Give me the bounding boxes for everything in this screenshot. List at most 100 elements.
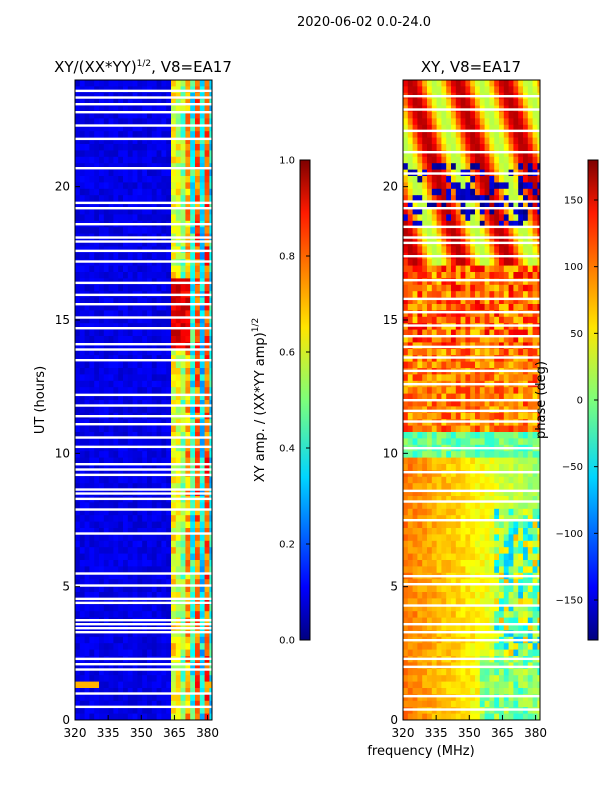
heatmap-cell [132, 451, 138, 458]
heatmap-cell [446, 86, 452, 94]
heatmap-cell [147, 361, 153, 369]
heatmap-cell [209, 649, 212, 657]
heatmap-cell [171, 380, 177, 388]
x-tick-label: 335 [97, 726, 120, 740]
heatmap-cell [436, 425, 442, 433]
heatmap-cell [503, 502, 509, 510]
heatmap-cell [171, 432, 177, 439]
heatmap-cell [451, 259, 457, 266]
heatmap-cell [185, 156, 191, 164]
heatmap-cell [204, 668, 210, 676]
heatmap-cell [484, 278, 490, 286]
heatmap-cell [523, 131, 529, 138]
heatmap-cell [484, 310, 490, 318]
heatmap-cell [195, 380, 201, 388]
heatmap-cell [431, 86, 437, 94]
heatmap-cell [204, 649, 210, 657]
heatmap-cell [166, 169, 172, 177]
heatmap-cell [513, 182, 519, 190]
heatmap-cell [484, 112, 490, 119]
heatmap-cell [137, 713, 143, 720]
heatmap-cell [446, 348, 452, 356]
heatmap-cell [190, 592, 196, 599]
heatmap-cell [99, 118, 105, 126]
heatmap-cell [436, 508, 442, 516]
heatmap-cell [508, 112, 514, 119]
heatmap-cell [180, 444, 186, 452]
heatmap-cell [403, 508, 409, 516]
heatmap-cell [489, 265, 495, 273]
heatmap-cell [460, 227, 466, 234]
heatmap-cell [113, 80, 119, 87]
heatmap-cell [137, 105, 143, 113]
heatmap-cell [455, 195, 461, 202]
heatmap-cell [147, 502, 153, 510]
heatmap-cell [518, 112, 524, 119]
heatmap-cell [427, 438, 433, 446]
heatmap-cell [436, 99, 442, 106]
heatmap-cell [171, 400, 177, 407]
heatmap-cell [417, 496, 423, 503]
heatmap-cell [455, 457, 461, 465]
heatmap-cell [460, 163, 466, 170]
heatmap-cell [195, 713, 201, 720]
heatmap-cell [499, 316, 505, 324]
heatmap-cell [99, 156, 105, 164]
heatmap-cell [103, 240, 109, 247]
heatmap-cell [118, 675, 124, 682]
heatmap-cell [199, 329, 205, 337]
heatmap-cell [431, 502, 437, 510]
heatmap-cell [127, 336, 133, 343]
heatmap-cell [518, 464, 524, 471]
heatmap-cell [441, 284, 447, 292]
heatmap-cell [161, 156, 167, 164]
heatmap-cell [436, 489, 442, 497]
heatmap-cell [479, 502, 485, 510]
heatmap-cell [499, 176, 505, 183]
heatmap-cell [412, 310, 418, 318]
heatmap-cell [151, 355, 157, 362]
heatmap-cell [175, 438, 181, 446]
heatmap-cell [99, 560, 105, 567]
y-tick-label: 0 [62, 713, 70, 727]
heatmap-cell [118, 131, 124, 138]
heatmap-cell [99, 668, 105, 676]
heatmap-cell [89, 508, 95, 516]
heatmap-cell [84, 534, 90, 542]
heatmap-cell [127, 208, 133, 215]
heatmap-cell [161, 265, 167, 273]
heatmap-cell [79, 240, 85, 247]
heatmap-cell [403, 112, 409, 119]
heatmap-cell [460, 284, 466, 292]
heatmap-cell [475, 208, 481, 215]
heatmap-cell [204, 560, 210, 567]
heatmap-cell [494, 464, 500, 471]
heatmap-cell [137, 425, 143, 433]
heatmap-cell [446, 259, 452, 266]
heatmap-cell [523, 118, 529, 126]
heatmap-cell [84, 649, 90, 657]
heatmap-cell [89, 566, 95, 574]
heatmap-cell [470, 476, 476, 484]
heatmap-cell [518, 387, 524, 394]
heatmap-cell [108, 284, 114, 292]
heatmap-cell [185, 515, 191, 522]
heatmap-cell [123, 534, 129, 542]
heatmap-cell [113, 464, 119, 471]
heatmap-cell [407, 220, 413, 228]
heatmap-cell [99, 240, 105, 247]
heatmap-cell [137, 163, 143, 170]
heatmap-cell [156, 432, 162, 439]
heatmap-cell [407, 80, 413, 87]
heatmap-cell [199, 169, 205, 177]
heatmap-cell [151, 374, 157, 382]
heatmap-cell [171, 688, 177, 695]
heatmap-cell [209, 688, 212, 695]
heatmap-cell [209, 150, 212, 158]
heatmap-cell [171, 464, 177, 471]
heatmap-cell [465, 374, 471, 382]
heatmap-cell [204, 566, 210, 574]
heatmap-cell [199, 457, 205, 465]
heatmap-cell [175, 252, 181, 260]
data-gap [75, 623, 212, 626]
